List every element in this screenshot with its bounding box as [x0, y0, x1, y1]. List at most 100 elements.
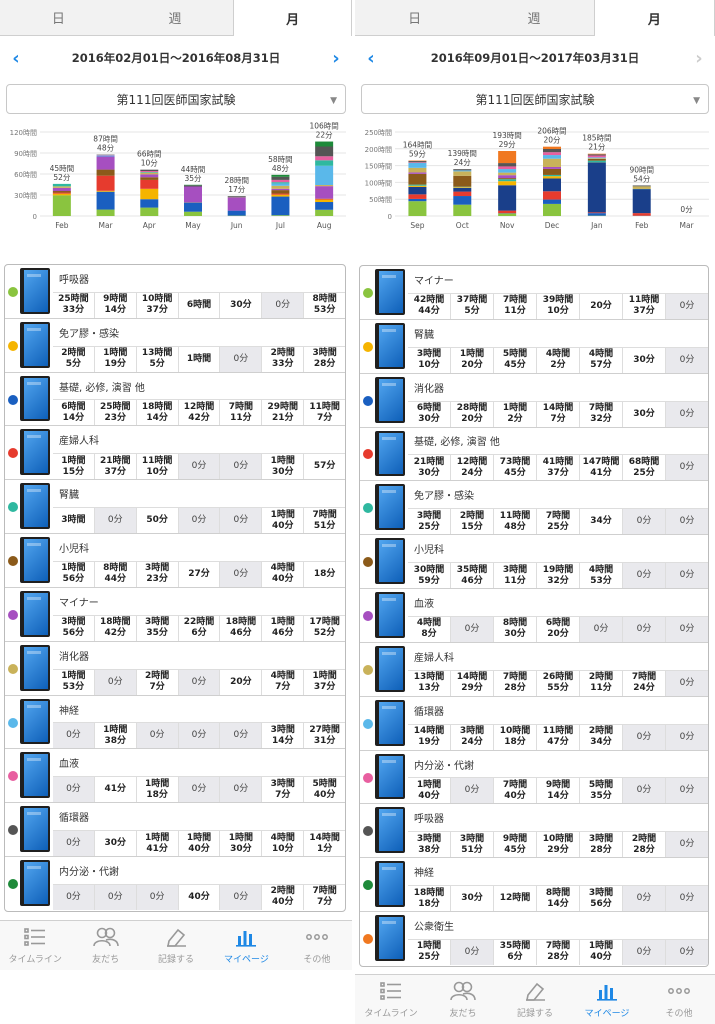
month-time-cell: 10時間 37分: [135, 292, 178, 318]
subject-row[interactable]: 消化器 6時間 30分 28時間 20分 1時間 2分 14時間 7分 7時間 32分 30…: [360, 374, 708, 428]
chevron-left-icon[interactable]: ‹: [12, 47, 20, 69]
bar-segment: [96, 209, 115, 216]
bar-segment: [543, 178, 561, 192]
subject-row[interactable]: 産婦人科 13時間 13分 14時間 29分 7時間 28分 26時間 55分 2時間 1…: [360, 643, 708, 697]
subject-list: マイナー 42時間 44分 37時間 5分 7時間 11分 39時間 10分 20分 11時…: [359, 265, 709, 967]
bar-segment: [271, 190, 290, 194]
left-screen: 日 週 月 ‹ 2016年02月01日〜2016年08月31日 › 第111回医…: [0, 0, 352, 1024]
month-time-cell: 1時間 56分: [61, 563, 86, 585]
month-time-cell: 2時間 40分: [261, 884, 303, 910]
book-icon: [375, 807, 405, 854]
subject-row[interactable]: 公衆衛生 1時間 25分 0分 35時間 6分 7時間 28分 1時間 40分 0分 0分: [360, 912, 708, 966]
month-time-cell: 30分: [622, 401, 665, 427]
month-time-cell: 18時間 42分: [93, 615, 136, 641]
bar-segment: [52, 193, 71, 196]
month-time-cell: 7時間 28分: [493, 670, 536, 696]
tab-day[interactable]: 日: [51, 12, 65, 27]
month-time-cell: 0分: [665, 939, 708, 965]
bar-segment: [271, 183, 290, 186]
y-tick-label: 100時間: [365, 179, 392, 187]
tab-month[interactable]: 月: [593, 0, 715, 36]
nav-item-more[interactable]: その他: [282, 921, 352, 970]
nav-item-bar-chart[interactable]: マイページ: [211, 921, 281, 970]
book-icon: [375, 592, 405, 638]
bar-segment: [543, 168, 561, 175]
subject-row[interactable]: 腎臓 3時間 0分 50分 0分 0分 1時間 40分 7時間 51分: [5, 480, 345, 535]
pencil-icon: [524, 981, 546, 1006]
book-icon: [20, 483, 50, 530]
x-tick-label: Mar: [679, 221, 694, 230]
tab-week[interactable]: 週: [168, 12, 182, 27]
subject-name: 免ア膠・感染: [59, 328, 119, 340]
nav-item-pencil[interactable]: 記録する: [499, 975, 571, 1024]
month-time-cell: 0分: [261, 292, 304, 318]
bar-segment: [498, 179, 517, 182]
bar-segment: [96, 156, 115, 170]
bar-segment: [408, 172, 427, 174]
nav-item-list[interactable]: タイムライン: [0, 921, 70, 970]
subject-name: マイナー: [414, 275, 454, 287]
subject-row[interactable]: 免ア膠・感染 2時間 5分 1時間 19分 13時間 5分 1時間 0分 2時間 33分 3時…: [5, 319, 345, 373]
subject-row[interactable]: 消化器 1時間 53分 0分 2時間 7分 0分 20分 4時間 7分 1時間 37分: [5, 642, 345, 696]
exam-select[interactable]: 第111回医師国家試験 ▼: [6, 84, 346, 114]
nav-item-pencil[interactable]: 記録する: [141, 921, 211, 970]
subject-row[interactable]: 神経 0分 1時間 38分 0分 0分 0分 3時間 14分 27時間 31分: [5, 696, 345, 750]
month-time-cell: 0分: [622, 886, 665, 912]
subject-name: 血液: [414, 598, 434, 610]
chevron-left-icon[interactable]: ‹: [367, 47, 375, 69]
bar-segment: [543, 176, 561, 179]
month-time-cell: 0分: [219, 508, 262, 534]
month-time-cell: 22時間 6分: [177, 615, 220, 641]
month-time-cell: 0分: [53, 777, 94, 803]
subject-row[interactable]: 神経 18時間 18分 30分 12時間 8時間 14分 3時間 56分 0分 0分: [360, 858, 708, 913]
month-time-cell: 0分: [579, 616, 622, 642]
month-time-cell: 13時間 13分: [413, 672, 445, 694]
nav-item-list[interactable]: タイムライン: [355, 975, 427, 1024]
tab-day[interactable]: 日: [408, 12, 422, 27]
month-time-cell: 0分: [135, 723, 178, 749]
subject-row[interactable]: 腎臓 3時間 10分 1時間 20分 5時間 45分 4時間 2分 4時間 57分 30分 0…: [360, 320, 708, 374]
bar-segment: [315, 165, 334, 186]
month-time-cell: 1時間 40分: [261, 508, 303, 534]
bar-segment: [632, 186, 651, 189]
bar-segment: [140, 188, 159, 200]
book-icon: [20, 321, 50, 368]
chevron-right-icon[interactable]: ›: [332, 47, 340, 69]
subject-row[interactable]: マイナー 3時間 56分 18時間 42分 3時間 35分 22時間 6分 18時間 46…: [5, 588, 345, 642]
subject-color-dot: [363, 341, 373, 352]
subject-row[interactable]: 小児科 1時間 56分 8時間 44分 3時間 23分 27分 0分 4時間 40分 18分: [5, 534, 345, 588]
subject-row[interactable]: 小児科 30時間 59分 35時間 46分 3時間 11分 19時間 32分 4時間 53…: [360, 535, 708, 590]
bar-segment: [498, 178, 517, 180]
tab-month[interactable]: 月: [233, 0, 352, 36]
subject-color-dot: [8, 717, 18, 728]
month-time-cell: 1時間 40分: [177, 831, 220, 857]
subject-row[interactable]: 産婦人科 1時間 15分 21時間 37分 11時間 10分 0分 0分 1時間 30分 57…: [5, 426, 345, 481]
subject-row[interactable]: 基礎, 必修, 演習 他 6時間 14分 25時間 23分 18時間 14分 12時間 …: [5, 373, 345, 427]
subject-row[interactable]: 呼吸器 25時間 33分 9時間 14分 10時間 37分 6時間 30分 0分 8時間 53…: [5, 265, 345, 319]
bar-segment: [453, 191, 472, 197]
subject-row[interactable]: 呼吸器 3時間 38分 3時間 51分 9時間 45分 10時間 29分 3時間 28分 2…: [360, 804, 708, 859]
subject-row[interactable]: 循環器 14時間 19分 3時間 24分 10時間 18分 11時間 47分 2時間 34…: [360, 697, 708, 751]
nav-item-more[interactable]: その他: [643, 975, 715, 1024]
tab-week[interactable]: 週: [527, 12, 541, 27]
month-time-cell: 3時間 56分: [61, 617, 86, 639]
subject-row[interactable]: 循環器 0分 30分 1時間 41分 1時間 40分 1時間 30分 4時間 10分 14時間…: [5, 803, 345, 858]
subject-row[interactable]: 内分泌・代謝 1時間 40分 0分 7時間 40分 9時間 14分 5時間 35分 0分 0分: [360, 751, 708, 805]
nav-item-friends[interactable]: 友だち: [427, 975, 499, 1024]
subject-row[interactable]: 免ア膠・感染 3時間 25分 2時間 15分 11時間 48分 7時間 25分 34分 0分…: [360, 481, 708, 536]
month-time-cell: 35時間 46分: [450, 563, 493, 589]
bar-total-label: 185時間 21分: [582, 134, 611, 152]
subject-row[interactable]: 血液 4時間 8分 0分 8時間 30分 6時間 20分 0分 0分 0分: [360, 589, 708, 643]
nav-item-friends[interactable]: 友だち: [70, 921, 140, 970]
month-time-cell: 30分: [219, 292, 261, 318]
exam-select[interactable]: 第111回医師国家試験 ▼: [361, 84, 709, 114]
month-time-cell: 18時間 14分: [135, 400, 178, 426]
subject-row[interactable]: マイナー 42時間 44分 37時間 5分 7時間 11分 39時間 10分 20分 11時…: [360, 266, 708, 320]
nav-item-bar-chart[interactable]: マイページ: [571, 975, 643, 1024]
subject-row[interactable]: 内分泌・代謝 0分 0分 0分 40分 0分 2時間 40分 7時間 7分: [5, 857, 345, 911]
bar-segment: [408, 162, 427, 163]
subject-row[interactable]: 血液 0分 41分 1時間 18分 0分 0分 3時間 7分 5時間 40分: [5, 749, 345, 804]
period-tabs: 日 週 月: [355, 0, 715, 36]
subject-row[interactable]: 基礎, 必修, 演習 他 21時間 30分 12時間 24分 73時間 45分 41時間…: [360, 428, 708, 482]
bar-total-label: 193時間 29分: [492, 131, 521, 149]
